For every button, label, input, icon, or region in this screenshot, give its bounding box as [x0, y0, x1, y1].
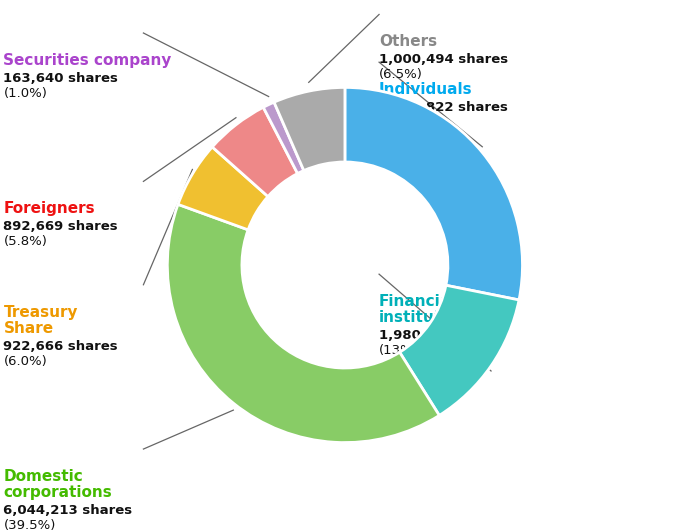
Wedge shape	[178, 147, 268, 230]
Wedge shape	[212, 107, 298, 197]
Text: (6.0%): (6.0%)	[3, 355, 47, 368]
Text: (5.8%): (5.8%)	[3, 235, 47, 248]
Text: Foreigners: Foreigners	[3, 201, 95, 216]
Text: 1,980,100 shares: 1,980,100 shares	[379, 329, 508, 342]
Text: Domestic
corporations: Domestic corporations	[3, 469, 112, 500]
Text: 922,666 shares: 922,666 shares	[3, 340, 118, 353]
Text: (39.5%): (39.5%)	[3, 519, 56, 530]
Text: 6,044,213 shares: 6,044,213 shares	[3, 504, 133, 517]
Wedge shape	[167, 205, 439, 443]
Text: 4,311,822 shares: 4,311,822 shares	[379, 101, 508, 113]
Text: Others: Others	[379, 34, 437, 49]
Wedge shape	[263, 102, 304, 173]
Text: 163,640 shares: 163,640 shares	[3, 72, 118, 84]
Text: (1.0%): (1.0%)	[3, 87, 47, 100]
Text: (6.5%): (6.5%)	[379, 68, 423, 81]
Text: Individuals: Individuals	[379, 82, 473, 97]
Text: (13%): (13%)	[379, 344, 419, 357]
Text: Financial
institutions: Financial institutions	[379, 294, 477, 325]
Text: 892,669 shares: 892,669 shares	[3, 220, 118, 233]
Text: Treasury
Share: Treasury Share	[3, 305, 78, 336]
Wedge shape	[400, 285, 519, 416]
Text: 1,000,494 shares: 1,000,494 shares	[379, 53, 508, 66]
Text: Securities company: Securities company	[3, 53, 172, 68]
Wedge shape	[345, 87, 522, 300]
Wedge shape	[274, 87, 345, 171]
Text: (28.2%): (28.2%)	[379, 116, 432, 129]
